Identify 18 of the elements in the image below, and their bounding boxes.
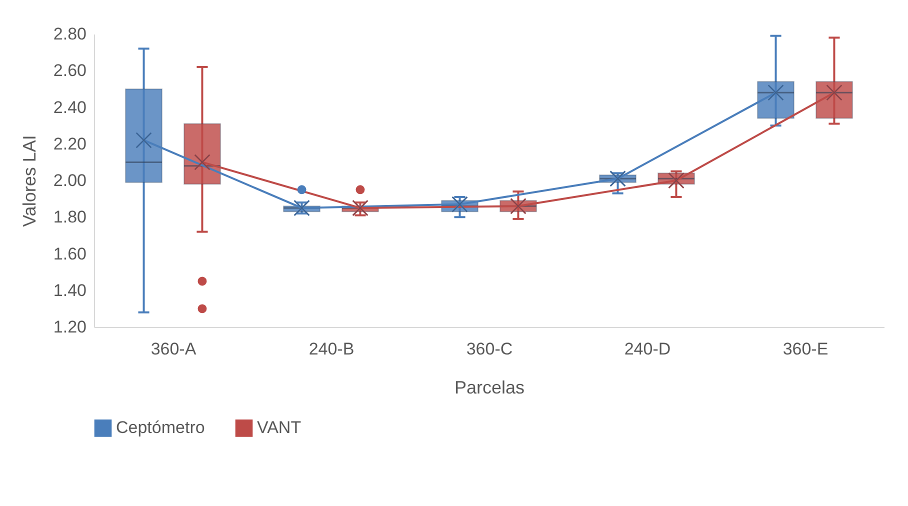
y-tick-label: 2.60 — [53, 61, 86, 80]
y-tick-label: 2.20 — [53, 134, 86, 154]
x-tick-label: 360-A — [150, 340, 197, 358]
y-tick-label: 1.80 — [53, 208, 86, 227]
y-tick-label: 1.40 — [53, 280, 86, 300]
x-tick-label: 240-B — [308, 340, 354, 358]
y-axis-title: Valores LAI — [19, 135, 40, 227]
x-tick-label: 240-D — [624, 340, 671, 358]
y-tick-label: 2.40 — [53, 98, 86, 117]
x-tick-label: 360-C — [466, 340, 513, 358]
legend-label: VANT — [257, 418, 302, 438]
y-tick-label: 2.80 — [53, 24, 86, 44]
y-tick-label: 1.60 — [53, 244, 86, 264]
y-tick-label: 1.20 — [53, 318, 86, 336]
x-tick-label: 360-E — [782, 340, 828, 358]
y-tick-label: 2.00 — [53, 171, 86, 190]
x-axis-title: Parcelas — [454, 378, 525, 398]
legend-label: Ceptómetro — [116, 418, 205, 438]
